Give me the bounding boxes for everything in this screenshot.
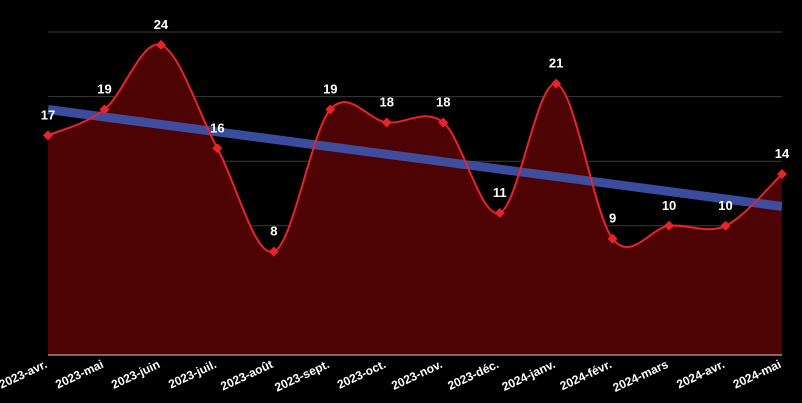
data-label: 21 [549, 56, 563, 71]
data-point-marker [494, 207, 505, 218]
data-label: 24 [154, 17, 169, 32]
x-tick-label: 2023-mai [53, 357, 105, 391]
x-tick-label: 2024-janv. [500, 357, 558, 394]
x-tick-label: 2024-mars [611, 357, 671, 395]
data-label: 17 [41, 107, 55, 122]
data-label: 10 [662, 198, 676, 213]
data-point-marker [325, 104, 336, 115]
x-tick-label: 2024-mai [731, 357, 783, 391]
trendline [47, 105, 783, 211]
area-layer [48, 44, 782, 356]
data-label: 18 [436, 94, 450, 109]
data-label: 18 [380, 94, 394, 109]
data-label: 9 [609, 211, 616, 226]
data-point-marker [664, 220, 675, 231]
series-line [47, 43, 783, 253]
markers [43, 39, 787, 257]
x-tick-label: 2023-sept. [272, 357, 331, 394]
data-label: 10 [718, 198, 732, 213]
data-label: 16 [210, 120, 224, 135]
x-axis: 2023-avr. 2023-mai 2023-juin 2023-juil. 2023… [0, 354, 783, 395]
data-point-marker [212, 143, 223, 154]
data-point-marker [43, 130, 53, 141]
data-point-marker [720, 220, 731, 231]
data-point-marker [777, 169, 787, 180]
data-point-marker [381, 117, 392, 128]
x-tick-label: 2023-juin [109, 357, 162, 392]
series-line-layer [47, 43, 783, 253]
data-labels: 17 19 24 16 8 19 18 18 11 21 9 10 10 14 [41, 17, 790, 239]
data-point-marker [99, 104, 110, 115]
data-point-marker [268, 246, 279, 257]
data-label: 8 [270, 224, 277, 239]
area-fill [48, 44, 782, 356]
data-point-marker [438, 117, 449, 128]
data-label: 19 [323, 82, 337, 97]
x-tick-label: 2023-déc. [445, 357, 500, 393]
data-point-marker [607, 233, 618, 244]
x-tick-label: 2024-févr. [558, 357, 614, 393]
x-tick-label: 2023-avr. [0, 357, 49, 391]
x-tick-label: 2024-avr. [674, 357, 726, 391]
x-tick-label: 2023-nov. [389, 357, 444, 393]
x-tick-label: 2023-août [218, 357, 275, 393]
data-label: 11 [493, 185, 507, 200]
x-tick-label: 2023-juil. [166, 357, 218, 391]
data-point-marker [551, 78, 562, 89]
data-label: 19 [97, 82, 111, 97]
trendline-layer [47, 105, 783, 211]
data-label: 14 [775, 146, 790, 161]
x-tick-label: 2023-oct. [335, 357, 388, 392]
data-point-marker [155, 39, 166, 50]
